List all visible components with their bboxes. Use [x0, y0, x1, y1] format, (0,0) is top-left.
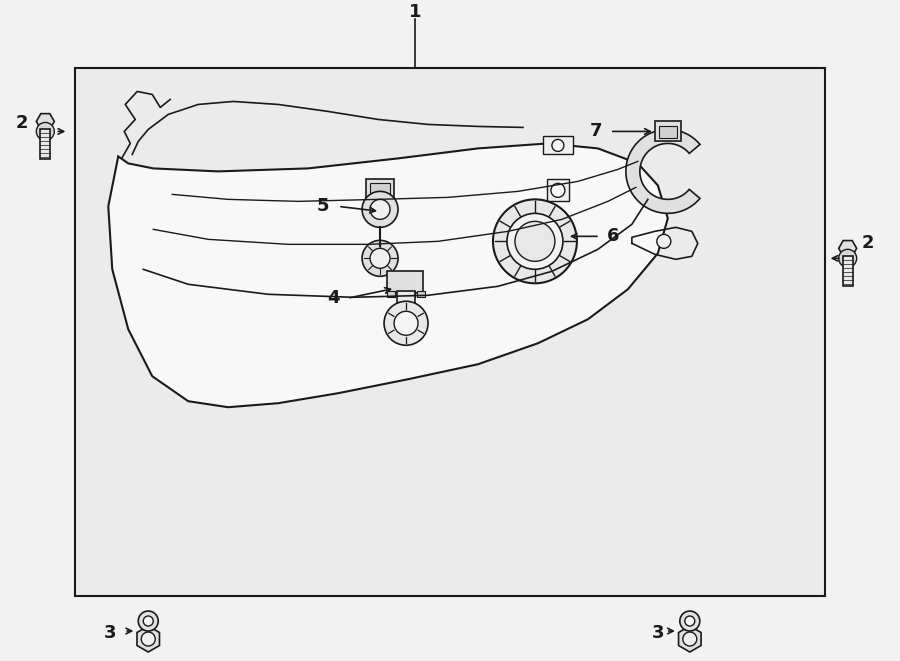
- Circle shape: [839, 249, 857, 267]
- Bar: [543, 136, 573, 155]
- Bar: [397, 292, 415, 308]
- Bar: [659, 126, 677, 138]
- Polygon shape: [36, 114, 54, 129]
- Polygon shape: [137, 626, 159, 652]
- Bar: [842, 256, 852, 286]
- Bar: [387, 271, 423, 293]
- Bar: [547, 179, 569, 202]
- Bar: [407, 292, 415, 297]
- Text: 2: 2: [861, 235, 874, 253]
- Circle shape: [143, 616, 153, 626]
- Circle shape: [139, 611, 158, 631]
- Circle shape: [384, 301, 428, 345]
- Circle shape: [515, 221, 555, 261]
- Bar: [366, 179, 394, 202]
- Text: 3: 3: [652, 624, 664, 642]
- Text: 5: 5: [317, 198, 329, 215]
- Circle shape: [493, 200, 577, 284]
- Circle shape: [683, 632, 697, 646]
- Text: 6: 6: [607, 227, 619, 245]
- Circle shape: [141, 632, 155, 646]
- Circle shape: [362, 241, 398, 276]
- Circle shape: [507, 214, 562, 269]
- Circle shape: [370, 200, 390, 219]
- Circle shape: [362, 192, 398, 227]
- PathPatch shape: [108, 143, 668, 407]
- Polygon shape: [839, 241, 857, 256]
- Bar: [417, 292, 425, 297]
- Text: 3: 3: [104, 624, 116, 642]
- Circle shape: [552, 139, 564, 151]
- Polygon shape: [679, 626, 701, 652]
- Text: 7: 7: [590, 122, 602, 140]
- Circle shape: [685, 616, 695, 626]
- Bar: [76, 69, 824, 596]
- Circle shape: [36, 122, 54, 140]
- Bar: [387, 292, 395, 297]
- Circle shape: [370, 249, 390, 268]
- Bar: [370, 183, 390, 198]
- Circle shape: [394, 311, 418, 335]
- Bar: [397, 292, 405, 297]
- Text: 2: 2: [16, 114, 29, 132]
- Circle shape: [657, 235, 670, 249]
- Text: 4: 4: [327, 290, 339, 307]
- Bar: [40, 130, 50, 159]
- Circle shape: [680, 611, 700, 631]
- Bar: [655, 122, 680, 141]
- Text: 1: 1: [409, 3, 421, 20]
- Polygon shape: [626, 130, 700, 214]
- Circle shape: [551, 183, 565, 198]
